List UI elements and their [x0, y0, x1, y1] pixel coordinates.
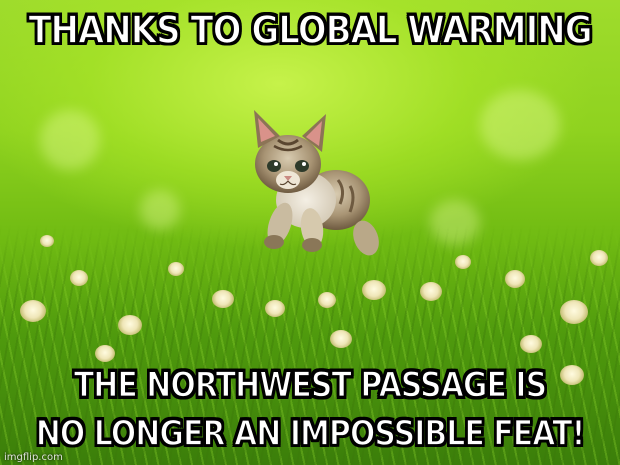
flower — [560, 300, 588, 324]
flower — [168, 262, 184, 276]
kitten-icon — [254, 110, 379, 256]
flower — [330, 330, 352, 348]
flower — [362, 280, 386, 300]
bokeh-light — [40, 110, 100, 170]
flower — [318, 292, 336, 308]
flower — [20, 300, 46, 322]
flower — [212, 290, 234, 308]
meme-top-caption: THANKS TO GLOBAL WARMING — [28, 7, 594, 54]
flower — [455, 255, 471, 269]
bokeh-light — [140, 190, 180, 230]
flower — [95, 345, 115, 362]
flower — [265, 300, 285, 317]
meme-bottom-caption-line-1: THE NORTHWEST PASSAGE IS — [73, 365, 548, 407]
flower — [40, 235, 54, 247]
meme-bottom-caption: THE NORTHWEST PASSAGE IS NO LONGER AN IM… — [0, 362, 620, 459]
flower — [590, 250, 608, 266]
bokeh-light — [480, 90, 560, 160]
flower — [520, 335, 542, 353]
bokeh-light — [430, 200, 480, 245]
flower — [420, 282, 442, 301]
imgflip-watermark: imgflip.com — [4, 452, 63, 463]
flower — [118, 315, 142, 335]
flower — [505, 270, 525, 288]
flower — [560, 365, 584, 385]
meme-bottom-caption-line-2: NO LONGER AN IMPOSSIBLE FEAT! — [35, 413, 586, 455]
flower — [70, 270, 88, 286]
